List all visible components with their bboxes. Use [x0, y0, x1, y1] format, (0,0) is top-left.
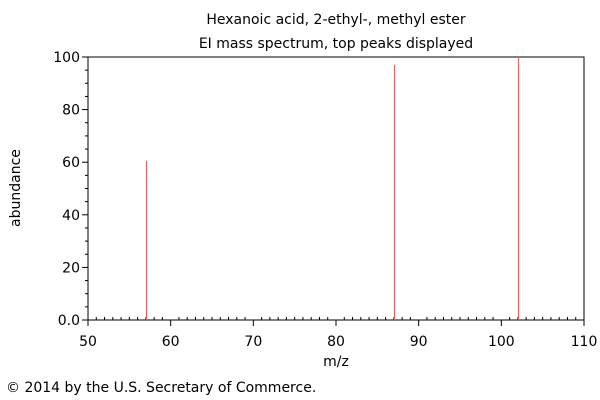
y-tick-label: 40 — [62, 208, 80, 224]
y-tick-label: 0.0 — [58, 313, 80, 329]
x-tick-label: 70 — [244, 334, 262, 350]
chart-subtitle: EI mass spectrum, top peaks displayed — [199, 36, 473, 52]
chart-title: Hexanoic acid, 2-ethyl-, methyl ester — [206, 12, 465, 28]
major-ticks — [82, 56, 585, 326]
x-tick-label: 100 — [488, 334, 515, 350]
x-tick-label: 50 — [79, 334, 97, 350]
x-tick-label: 90 — [410, 334, 428, 350]
y-tick-label: 60 — [62, 155, 80, 171]
y-tick-label: 20 — [62, 260, 80, 276]
x-tick-label: 110 — [571, 334, 598, 350]
copyright-notice: © 2014 by the U.S. Secretary of Commerce… — [6, 380, 317, 396]
y-tick-label: 100 — [53, 50, 80, 66]
y-tick-labels: 0.0 20 40 60 80 100 — [53, 50, 80, 329]
minor-ticks — [85, 69, 577, 320]
x-axis-label: m/z — [323, 354, 349, 370]
plot-frame — [87, 56, 585, 321]
peak-bars — [145, 57, 520, 320]
x-tick-label: 60 — [162, 334, 180, 350]
y-axis-label: abundance — [8, 149, 24, 227]
x-tick-label: 80 — [327, 334, 345, 350]
y-tick-label: 80 — [62, 103, 80, 119]
x-tick-labels: 50 60 70 80 90 100 110 — [79, 334, 597, 350]
